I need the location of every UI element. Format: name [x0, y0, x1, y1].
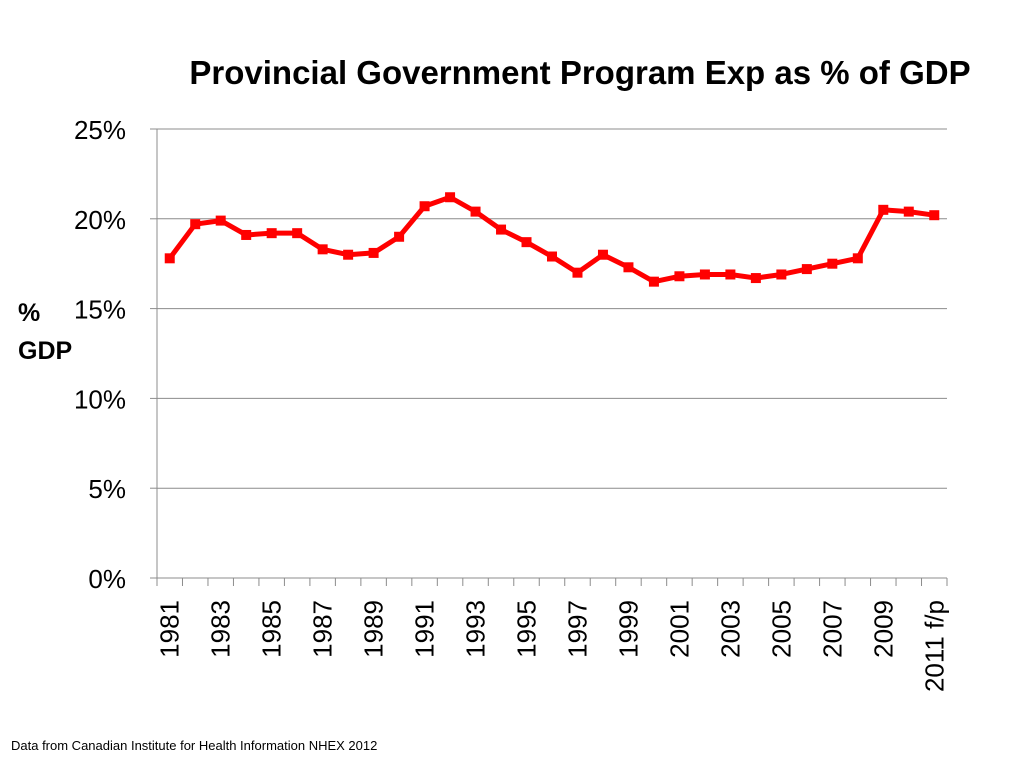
y-tick-label: 15%	[74, 295, 126, 325]
source-footnote: Data from Canadian Institute for Health …	[11, 738, 378, 753]
x-tick-label: 2001	[664, 600, 694, 658]
x-tick-label: 2005	[766, 600, 796, 658]
data-point	[521, 237, 532, 248]
data-point	[419, 201, 430, 212]
y-tick-label: 5%	[88, 474, 126, 504]
x-tick-label: 2011 f/p	[919, 600, 949, 692]
data-point	[343, 249, 354, 260]
data-point	[368, 247, 379, 258]
data-point	[394, 231, 405, 242]
x-tick-label: 1985	[257, 600, 287, 658]
y-tick-label: 20%	[74, 205, 126, 235]
data-point	[597, 249, 608, 260]
data-point	[317, 244, 328, 255]
x-tick-label: 1999	[613, 600, 643, 658]
y-tick-label: 25%	[74, 115, 126, 145]
data-point	[164, 253, 175, 264]
data-point	[725, 269, 736, 280]
data-point	[878, 204, 889, 215]
y-axis-label-line-1: %	[18, 299, 41, 327]
data-point	[623, 262, 634, 273]
x-tick-label: 1983	[206, 600, 236, 658]
data-point	[496, 224, 507, 235]
y-tick-label: 10%	[74, 384, 126, 414]
data-point	[750, 273, 761, 284]
data-point	[929, 210, 940, 221]
x-tick-label: 1989	[359, 600, 389, 658]
x-tick-label: 1995	[512, 600, 542, 658]
x-tick-label: 1981	[155, 600, 185, 658]
y-tick-label: 0%	[88, 564, 126, 594]
x-tick-label: 1991	[410, 600, 440, 658]
x-tick-label: 1993	[461, 600, 491, 658]
x-tick-label: 2007	[817, 600, 847, 658]
data-point	[445, 192, 456, 203]
series-line	[167, 194, 935, 285]
x-tick-label: 1987	[308, 600, 338, 658]
data-point	[470, 206, 481, 217]
y-axis-label: % GDP	[18, 294, 98, 370]
data-point	[292, 228, 303, 239]
data-point	[572, 267, 583, 278]
data-point	[699, 269, 710, 280]
data-point	[648, 276, 659, 287]
x-tick-label: 2009	[868, 600, 898, 658]
data-point	[674, 271, 685, 282]
data-point	[852, 253, 863, 264]
x-tick-label: 1997	[562, 600, 592, 658]
line-chart: 0% 5% 10% 15% 20% 25% 1981 1983 1985 1987 1989 1991…	[74, 115, 949, 692]
data-point	[241, 229, 252, 240]
data-point	[215, 215, 226, 226]
data-point	[190, 219, 201, 230]
data-point	[903, 206, 914, 217]
y-axis-label-line-2: GDP	[18, 337, 73, 365]
data-point	[776, 269, 787, 280]
data-point	[801, 264, 812, 275]
data-point	[266, 228, 277, 239]
chart-title: Provincial Government Program Exp as % o…	[189, 54, 971, 91]
data-point	[827, 258, 838, 269]
x-tick-label: 2003	[715, 600, 745, 658]
data-point	[547, 251, 557, 262]
